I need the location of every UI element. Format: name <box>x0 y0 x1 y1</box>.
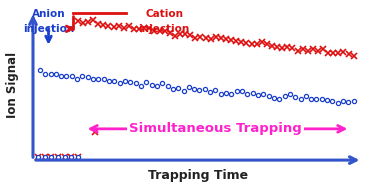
Text: Cation: Cation <box>145 9 183 19</box>
Text: injection: injection <box>138 24 190 34</box>
Text: Trapping Time: Trapping Time <box>148 170 249 183</box>
Text: injection: injection <box>23 24 74 34</box>
Text: Ion Signal: Ion Signal <box>6 52 19 118</box>
Text: Anion: Anion <box>32 9 65 19</box>
Text: Simultaneous Trapping: Simultaneous Trapping <box>129 122 302 135</box>
